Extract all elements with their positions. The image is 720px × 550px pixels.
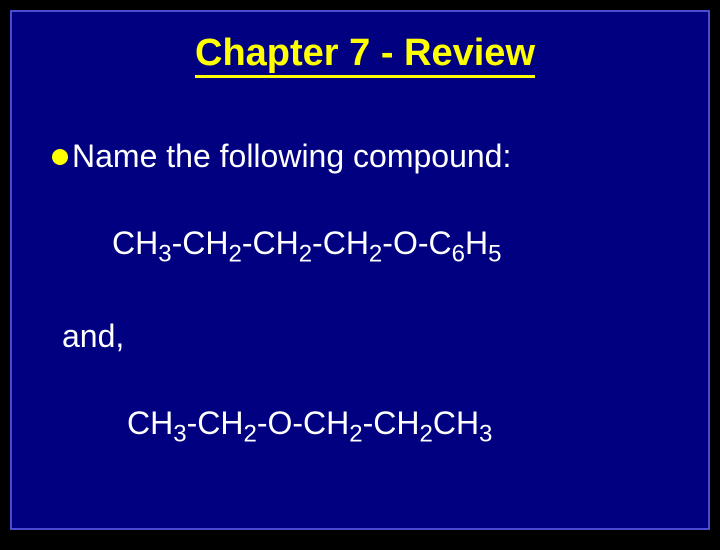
f2-s2: 2	[243, 421, 256, 448]
f1-p4: -CH	[312, 225, 369, 261]
f1-p5: -O-C	[382, 225, 451, 261]
f1-p3: -CH	[242, 225, 299, 261]
title-wrap: Chapter 7 - Review	[52, 32, 678, 108]
f2-p3: -O-CH	[257, 405, 349, 441]
f1-p6: H	[465, 225, 488, 261]
f2-p4: -CH	[363, 405, 420, 441]
formula-2: CH3-CH2-O-CH2-CH2CH3	[127, 405, 678, 448]
f2-s5: 3	[479, 421, 492, 448]
f1-s2: 2	[228, 240, 241, 267]
formula-1: CH3-CH2-CH2-CH2-O-C6H5	[112, 225, 678, 268]
f1-p1: CH	[112, 225, 158, 261]
and-text: and,	[62, 318, 678, 355]
f1-s6: 5	[488, 240, 501, 267]
f1-s5: 6	[452, 240, 465, 267]
f2-s1: 3	[173, 421, 186, 448]
f2-s3: 2	[349, 421, 362, 448]
prompt-text: Name the following compound:	[72, 138, 511, 175]
slide-title: Chapter 7 - Review	[195, 32, 535, 78]
bullet-icon	[52, 149, 68, 165]
bullet-line: Name the following compound:	[52, 138, 678, 175]
f2-p2: -CH	[187, 405, 244, 441]
f2-p5: CH	[433, 405, 479, 441]
f1-s4: 2	[369, 240, 382, 267]
f1-p2: -CH	[172, 225, 229, 261]
f1-s1: 3	[158, 240, 171, 267]
f2-s4: 2	[419, 421, 432, 448]
slide-container: Chapter 7 - Review Name the following co…	[10, 10, 710, 530]
f2-p1: CH	[127, 405, 173, 441]
f1-s3: 2	[299, 240, 312, 267]
